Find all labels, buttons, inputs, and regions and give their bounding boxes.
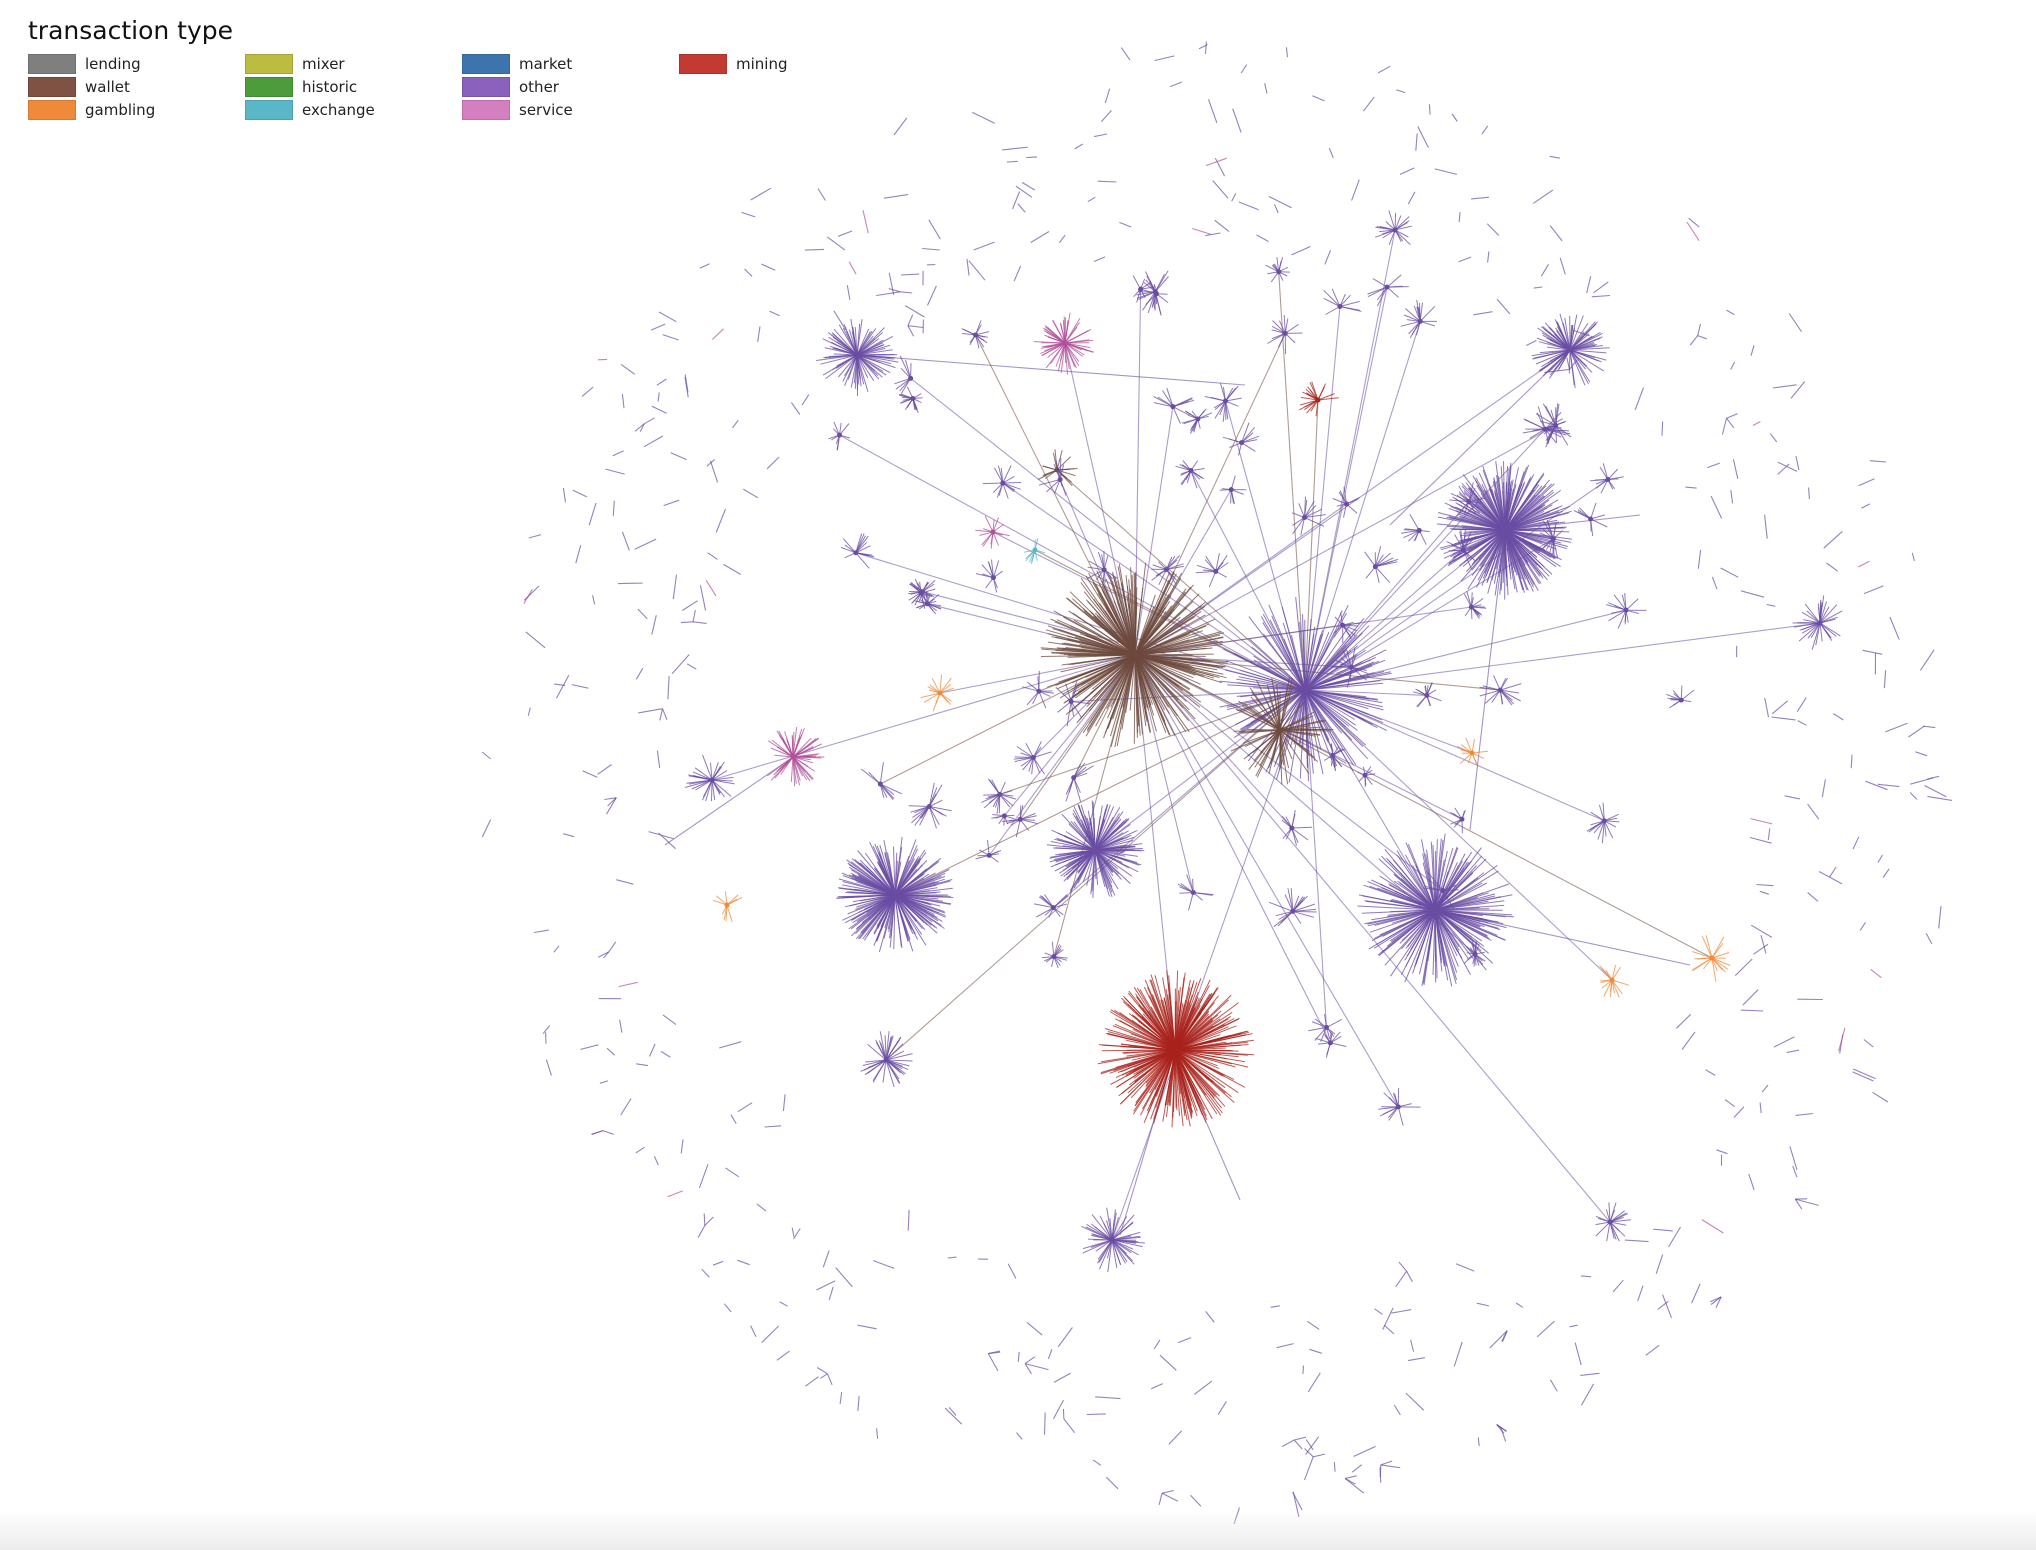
legend-label: gambling	[85, 101, 156, 119]
legend-label: service	[519, 101, 573, 119]
legend-item-market: market	[462, 53, 572, 75]
isolated-components	[481, 41, 1953, 1525]
legend-item-mixer: mixer	[245, 53, 345, 75]
legend-swatch	[245, 100, 293, 120]
legend-label: exchange	[302, 101, 375, 119]
legend-item-wallet: wallet	[28, 76, 130, 98]
legend-label: mining	[736, 55, 788, 73]
legend-label: lending	[85, 55, 141, 73]
legend-label: other	[519, 78, 559, 96]
legend-swatch	[462, 100, 510, 120]
legend-swatch	[28, 54, 76, 74]
bottom-fade	[0, 1510, 2036, 1550]
legend-item-gambling: gambling	[28, 99, 155, 121]
legend-item-lending: lending	[28, 53, 141, 75]
legend-swatch	[462, 77, 510, 97]
legend-swatch	[462, 54, 510, 74]
legend-swatch	[28, 77, 76, 97]
legend: transaction type lending wallet gambling…	[28, 16, 928, 126]
legend-swatch	[245, 77, 293, 97]
legend-item-service: service	[462, 99, 573, 121]
legend-label: market	[519, 55, 573, 73]
legend-swatch	[28, 100, 76, 120]
legend-title: transaction type	[28, 16, 234, 45]
edges	[664, 229, 1821, 1241]
nodes	[684, 210, 1843, 1273]
legend-swatch	[245, 54, 293, 74]
legend-label: wallet	[85, 78, 130, 96]
legend-label: mixer	[302, 55, 345, 73]
legend-item-historic: historic	[245, 76, 357, 98]
legend-swatch	[679, 54, 727, 74]
legend-item-mining: mining	[679, 53, 787, 75]
legend-label: historic	[302, 78, 358, 96]
legend-item-exchange: exchange	[245, 99, 375, 121]
legend-item-other: other	[462, 76, 559, 98]
